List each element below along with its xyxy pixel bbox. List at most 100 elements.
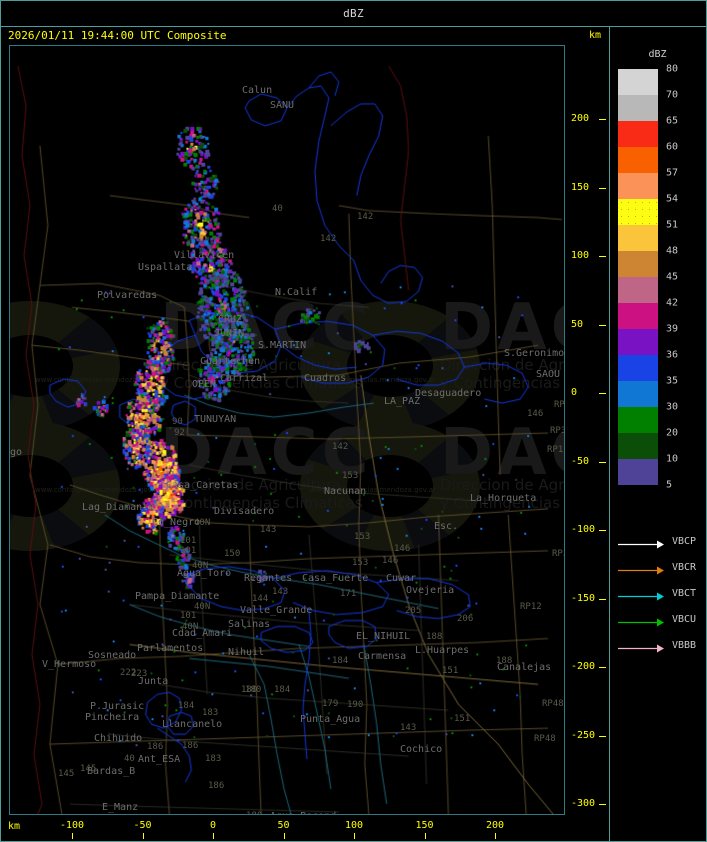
y-axis-tick-mark (599, 530, 606, 531)
vector-legend-row[interactable]: VBCR (610, 558, 705, 584)
colorbar-tick-label: 30 (666, 401, 679, 413)
vector-legend-label: VBCP (672, 536, 697, 547)
y-axis-tick-label: 100 (571, 250, 590, 261)
colorbar-tick-label: 48 (666, 245, 679, 257)
y-axis-tick-mark (599, 735, 606, 737)
x-axis-tick-label: 0 (209, 820, 217, 831)
y-axis-tick-mark (599, 324, 606, 326)
x-axis-tick-label: 50 (277, 820, 290, 831)
x-axis-tick-label: -50 (133, 820, 152, 831)
y-axis-tick-mark (599, 667, 606, 668)
colorbar-swatch[interactable] (618, 355, 658, 381)
colorbar-swatch[interactable] (618, 433, 658, 459)
x-axis-tick-mark (354, 833, 355, 839)
y-axis-tick-mark (599, 461, 606, 463)
x-axis-tick-mark (72, 833, 73, 839)
y-axis-tick-mark (599, 393, 606, 394)
vector-legend: VBCP VBCR VBCT VBCU VBBB (610, 532, 705, 662)
arrow-icon (618, 644, 664, 653)
colorbar-tick-label: 57 (666, 167, 679, 179)
vector-legend-label: VBCU (672, 614, 697, 625)
colorbar-tick-label: 60 (666, 141, 679, 153)
y-axis-tick-mark (599, 804, 606, 805)
colorbar-tick-label: 45 (666, 271, 679, 283)
y-axis-tick-mark (599, 256, 606, 257)
colorbar-swatch[interactable] (618, 147, 658, 173)
content-row: 2026/01/11 19:44:00 UTC Composite km DAC… (1, 27, 706, 841)
timestamp-label: 2026/01/11 19:44:00 UTC Composite (8, 29, 227, 42)
radar-echo-canvas (10, 46, 564, 814)
colorbar-tick-label: 35 (666, 375, 679, 387)
vector-legend-row[interactable]: VBCP (610, 532, 705, 558)
window-title: dBZ (343, 7, 364, 20)
vector-legend-label: VBBB (672, 640, 697, 651)
y-axis-tick-label: 50 (571, 318, 584, 330)
y-axis-tick-mark (599, 187, 606, 189)
y-axis-tick-label: -250 (571, 729, 596, 741)
window-title-bar: dBZ (1, 1, 706, 27)
arrow-icon (618, 540, 664, 549)
y-axis-tick-label: -100 (571, 524, 596, 535)
km-unit-label-top: km (588, 30, 601, 41)
colorbar-tick-label: 5 (666, 479, 673, 491)
colorbar-swatch[interactable] (618, 225, 658, 251)
vector-legend-label: VBCR (672, 562, 697, 573)
colorbar-swatch[interactable] (618, 251, 658, 277)
arrow-icon (618, 618, 664, 627)
colorbar-tick-label: 20 (666, 427, 679, 439)
colorbar-swatch[interactable] (618, 459, 658, 485)
colorbar-swatch[interactable] (618, 407, 658, 433)
dbz-colorbar[interactable] (618, 69, 658, 485)
colorbar-tick-label: 54 (666, 193, 679, 205)
colorbar-swatch[interactable] (618, 199, 658, 225)
colorbar-tick-label: 42 (666, 297, 679, 309)
colorbar-swatch[interactable] (618, 381, 658, 407)
x-axis-tick-label: 100 (344, 820, 364, 831)
colorbar-swatch[interactable] (618, 329, 658, 355)
x-axis-tick-label: 150 (415, 820, 434, 831)
vector-legend-row[interactable]: VBCU (610, 610, 705, 636)
vector-legend-row[interactable]: VBCT (610, 584, 705, 610)
x-axis-tick-mark (495, 833, 496, 839)
y-axis-tick-label: 0 (571, 387, 578, 398)
x-axis-tick-mark (142, 833, 144, 839)
x-axis-tick-label: 200 (485, 820, 505, 831)
x-axis-tick-mark (283, 833, 285, 839)
y-axis-tick-label: -50 (571, 455, 590, 467)
colorbar-tick-label: 51 (666, 219, 679, 231)
legend-title: dBZ (648, 49, 667, 60)
radar-map-pane[interactable]: 2026/01/11 19:44:00 UTC Composite km DAC… (1, 27, 610, 841)
colorbar-tick-label: 80 (666, 63, 679, 75)
map-header: 2026/01/11 19:44:00 UTC Composite km (1, 27, 609, 45)
y-axis-tick-label: 150 (571, 181, 590, 193)
x-axis-tick-mark (424, 833, 426, 839)
vector-legend-label: VBCT (672, 588, 697, 599)
y-axis-tick-label: -150 (571, 592, 596, 604)
colorbar-swatch[interactable] (618, 173, 658, 199)
colorbar-swatch[interactable] (618, 121, 658, 147)
legend-pane: dBZ VBCP VBCR VBCT VBCU VBBB 80 70 65 60 57 54 51 4… (610, 27, 705, 841)
y-axis-tick-label: -300 (571, 798, 596, 809)
radar-plot-area[interactable]: DACC DACC DACC DACC Direccion de Agricul… (9, 45, 565, 815)
colorbar-swatch[interactable] (618, 95, 658, 121)
y-axis-tick-label: 200 (571, 113, 590, 124)
y-axis-tick-label: -200 (571, 661, 596, 672)
colorbar-swatch[interactable] (618, 303, 658, 329)
colorbar-tick-label: 70 (666, 89, 679, 101)
y-axis-tick-mark (599, 119, 606, 120)
x-axis-tick-mark (213, 833, 214, 839)
x-axis: km -100 -50 0 50 100 150 200 (1, 815, 609, 841)
y-axis-tick-mark (599, 598, 606, 600)
colorbar-tick-label: 39 (666, 323, 679, 335)
colorbar-tick-label: 36 (666, 349, 679, 361)
colorbar-swatch[interactable] (618, 277, 658, 303)
arrow-icon (618, 592, 664, 601)
arrow-icon (618, 566, 664, 575)
colorbar-tick-label: 10 (666, 453, 679, 465)
km-unit-label-bottom: km (8, 821, 21, 832)
colorbar-swatch[interactable] (618, 69, 658, 95)
colorbar-tick-label: 65 (666, 115, 679, 127)
x-axis-tick-label: -100 (59, 820, 85, 831)
vector-legend-row[interactable]: VBBB (610, 636, 705, 662)
